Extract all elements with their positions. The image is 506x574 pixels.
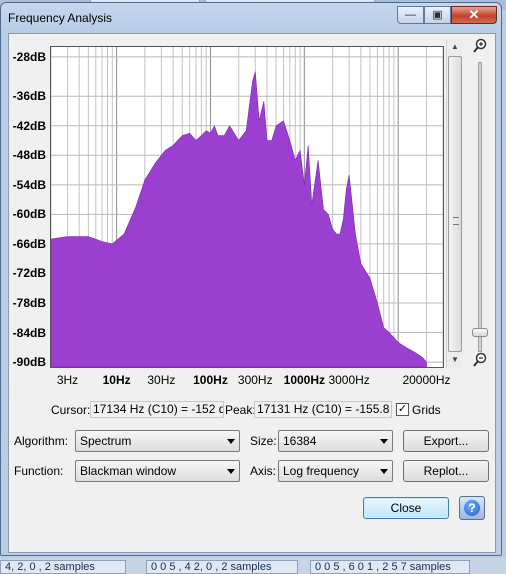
maximize-button[interactable]: ▣ [424, 6, 451, 24]
y-tick-label: -28dB [12, 49, 46, 64]
chevron-down-icon [380, 439, 388, 444]
spectrum-chart [51, 47, 443, 367]
axis-label: Axis: [250, 464, 277, 478]
grip-icon [453, 217, 459, 225]
background-segment: 0 0 5 , 6 0 1 , 2 5 7 samples [310, 560, 470, 574]
x-tick-label: 300Hz [237, 373, 273, 387]
y-tick-label: -60dB [12, 207, 46, 222]
function-value: Blackman window [80, 464, 177, 478]
y-tick-label: -78dB [12, 296, 46, 310]
cursor-label: Cursor: [51, 403, 91, 417]
y-tick-label: -72dB [12, 266, 46, 281]
spectrum-plot[interactable] [50, 46, 444, 368]
y-tick-label: -90dB [12, 355, 46, 370]
grids-checkbox[interactable]: ✓ [396, 403, 409, 416]
size-value: 16384 [283, 434, 317, 448]
zoom-in-icon[interactable] [472, 38, 488, 54]
y-tick-label: -42dB [12, 118, 46, 133]
zoom-out-icon[interactable] [472, 352, 488, 368]
scroll-up-icon[interactable]: ▲ [451, 42, 459, 51]
close-window-button[interactable]: ✕ [451, 6, 497, 24]
y-tick-label: -36dB [12, 89, 46, 104]
background-track-strip: 4, 2, 0 , 2 samples 0 0 5 , 4 2, 0 , 2 s… [0, 558, 506, 574]
spectrum-area [51, 71, 427, 367]
x-tick-label: 1000Hz [283, 373, 326, 387]
function-select[interactable]: Blackman window [75, 460, 240, 482]
y-tick-label: -54dB [12, 177, 46, 192]
minimize-icon: — [405, 9, 416, 21]
y-tick-label: -84dB [12, 325, 46, 340]
x-tick-label: 100Hz [193, 373, 228, 387]
axis-value: Log frequency [283, 464, 360, 478]
y-tick-label: -48dB [12, 148, 46, 163]
grids-label[interactable]: Grids [412, 403, 441, 417]
algorithm-select[interactable]: Spectrum [75, 430, 240, 452]
vertical-scrollbar[interactable]: ▲ ▼ [446, 40, 463, 368]
zoom-slider[interactable] [472, 62, 488, 352]
background-segment: 4, 2, 0 , 2 samples [0, 560, 126, 574]
maximize-icon: ▣ [432, 9, 443, 21]
x-tick-label: 20000Hz [402, 373, 451, 387]
peak-label: Peak: [225, 403, 256, 417]
replot-button[interactable]: Replot... [403, 460, 489, 482]
zoom-slider-thumb[interactable] [472, 328, 488, 337]
chevron-down-icon [227, 439, 235, 444]
x-tick-label: 10Hz [102, 373, 131, 387]
check-icon: ✓ [397, 403, 408, 415]
help-button[interactable]: ? [459, 496, 485, 520]
axis-select[interactable]: Log frequency [278, 460, 393, 482]
scrollbar-thumb[interactable] [448, 56, 462, 352]
function-label: Function: [14, 464, 64, 478]
x-tick-label: 3000Hz [328, 373, 370, 387]
x-tick-label: 30Hz [147, 373, 176, 387]
size-select[interactable]: 16384 [278, 430, 393, 452]
help-icon: ? [464, 500, 480, 516]
window-title: Frequency Analysis [8, 11, 113, 25]
chevron-down-icon [227, 469, 235, 474]
export-button[interactable]: Export... [403, 430, 489, 452]
scroll-down-icon[interactable]: ▼ [451, 355, 459, 364]
algorithm-label: Algorithm: [14, 434, 69, 448]
minimize-button[interactable]: — [397, 6, 424, 24]
y-tick-label: -66dB [12, 236, 46, 251]
size-label: Size: [250, 434, 277, 448]
cursor-value: 17134 Hz (C10) = -152 dB [90, 401, 224, 418]
close-button[interactable]: Close [363, 497, 449, 519]
zoom-slider-track [478, 62, 482, 352]
x-tick-label: 3Hz [56, 373, 79, 387]
peak-value: 17131 Hz (C10) = -155.8 dB [254, 401, 392, 418]
close-icon: ✕ [468, 7, 480, 22]
chevron-down-icon [380, 469, 388, 474]
algorithm-value: Spectrum [80, 434, 132, 448]
background-segment: 0 0 5 , 4 2, 0 , 2 samples [146, 560, 298, 574]
